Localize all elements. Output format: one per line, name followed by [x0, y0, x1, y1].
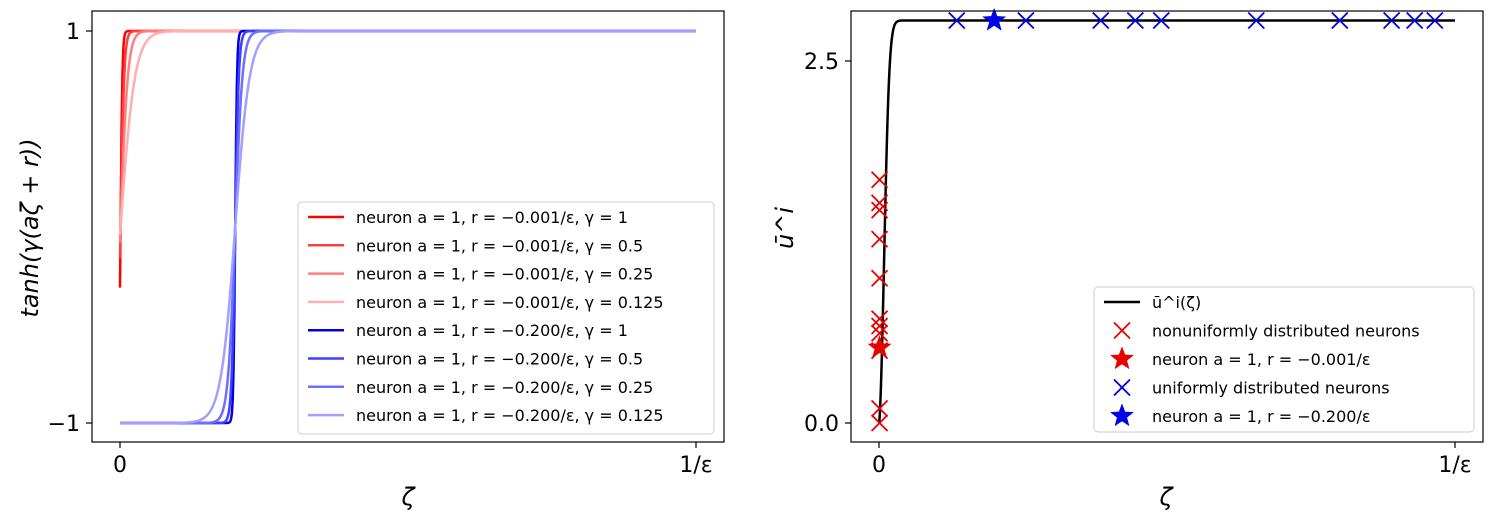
right-legend-label-1: nonuniformly distributed neurons [1152, 322, 1420, 341]
left-legend-label-2: neuron a = 1, r = −0.001/ε, γ = 0.25 [356, 265, 653, 284]
right-point-s0-3 [870, 324, 889, 342]
left-legend-label-5: neuron a = 1, r = −0.200/ε, γ = 0.5 [356, 350, 643, 369]
left-ytick-label-1: 1 [66, 20, 80, 45]
right-point-s0-8 [870, 201, 889, 219]
right-legend-label-0: ū^i(ζ) [1152, 293, 1201, 312]
right-point-s2-6 [1331, 11, 1349, 30]
left-xlabel: ζ [400, 483, 416, 511]
right-point-s2-8 [1406, 11, 1424, 30]
left-ticks-group: 0 1/ε −1 1 [48, 20, 713, 478]
right-point-s1-0 [867, 334, 892, 358]
right-legend-label-3: uniformly distributed neurons [1152, 379, 1390, 398]
right-point-s3-0 [982, 7, 1007, 31]
right-point-s0-10 [870, 171, 889, 189]
right-xtick-label-0: 0 [872, 453, 886, 478]
left-legend-label-0: neuron a = 1, r = −0.001/ε, γ = 1 [356, 208, 628, 227]
right-point-s2-7 [1383, 11, 1401, 30]
right-legend-box [1093, 286, 1475, 433]
left-xtick-label-0: 0 [113, 453, 127, 478]
right-curve-line [877, 19, 1455, 424]
left-legend-label-7: neuron a = 1, r = −0.200/ε, γ = 0.125 [356, 406, 664, 425]
right-point-s2-4 [1152, 11, 1170, 30]
left-axes-frame [91, 10, 725, 443]
right-axes-frame [850, 10, 1484, 443]
right-point-s0-7 [870, 230, 889, 248]
right-point-s0-1 [870, 399, 889, 418]
right-legend-swatch-3 [1113, 378, 1131, 397]
left-chart: tanh(γ(aζ + r)) ζ 0 1/ε −1 1 neuron a = 1, … [16, 10, 725, 511]
right-chart: ū^i ζ 0 1/ε 0.0 2.5 ū^i(ζ) nonuniformly dist… [771, 7, 1484, 511]
right-point-s0-5 [870, 310, 889, 328]
right-ylabel: ū^i [771, 207, 799, 249]
right-point-s0-9 [870, 194, 889, 212]
right-legend-label-4: neuron a = 1, r = −0.200/ε [1152, 407, 1371, 426]
right-ticks-group: 0 1/ε 0.0 2.5 [804, 50, 1472, 478]
right-point-s0-4 [870, 317, 889, 335]
right-point-s2-9 [1426, 11, 1444, 30]
right-ytick-label-1: 2.5 [804, 50, 839, 75]
left-legend-label-6: neuron a = 1, r = −0.200/ε, γ = 0.25 [356, 378, 653, 397]
right-legend-swatch-1 [1113, 321, 1131, 340]
right-point-s2-1 [1017, 11, 1035, 30]
right-point-s0-6 [870, 269, 889, 287]
left-legend-label-1: neuron a = 1, r = −0.001/ε, γ = 0.5 [356, 236, 643, 255]
left-xtick-label-1: 1/ε [679, 453, 712, 478]
left-ylabel: tanh(γ(aζ + r)) [16, 138, 44, 317]
right-point-s2-3 [1126, 11, 1144, 30]
left-series-group [118, 29, 696, 425]
right-point-s0-0 [870, 414, 889, 432]
right-series-group [867, 7, 1455, 432]
right-point-s2-0 [948, 11, 966, 30]
right-xtick-label-1: 1/ε [1438, 453, 1471, 478]
right-legend: ū^i(ζ) nonuniformly distributed neurons ne… [1093, 286, 1475, 433]
right-ytick-label-0: 0.0 [804, 412, 839, 437]
left-ytick-label-0: −1 [48, 412, 80, 437]
right-legend-label-2: neuron a = 1, r = −0.001/ε [1152, 350, 1371, 369]
left-series-line-7 [120, 29, 696, 425]
left-legend-label-3: neuron a = 1, r = −0.001/ε, γ = 0.125 [356, 293, 664, 312]
right-legend-swatch-4 [1109, 403, 1135, 427]
left-legend: neuron a = 1, r = −0.001/ε, γ = 1 neuron … [297, 201, 715, 435]
right-point-s2-5 [1247, 11, 1265, 30]
left-legend-box [297, 201, 715, 435]
right-point-s2-2 [1092, 11, 1110, 30]
right-legend-swatch-2 [1109, 346, 1135, 370]
left-legend-label-4: neuron a = 1, r = −0.200/ε, γ = 1 [356, 321, 628, 340]
right-xlabel: ζ [1158, 483, 1174, 511]
